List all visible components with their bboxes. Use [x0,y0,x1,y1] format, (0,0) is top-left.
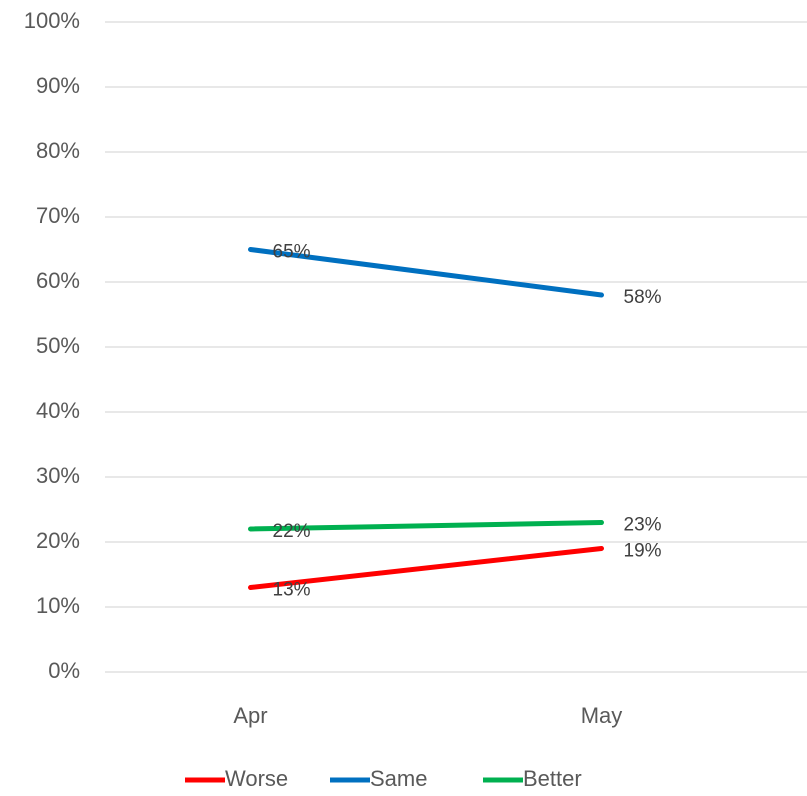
series-line [248,520,604,532]
y-tick-label: 100% [24,8,80,33]
y-tick-label: 50% [36,333,80,358]
series-line [248,546,604,590]
data-label: 65% [273,242,311,263]
legend-label: Better [523,766,582,791]
y-tick-label: 20% [36,528,80,553]
series-line [248,247,604,298]
data-label: 23% [624,515,662,536]
data-label: 19% [624,541,662,562]
y-tick-label: 90% [36,73,80,98]
y-tick-label: 60% [36,268,80,293]
y-tick-label: 70% [36,203,80,228]
legend-label: Worse [225,766,288,791]
data-label: 13% [273,580,311,601]
y-tick-label: 80% [36,138,80,163]
y-tick-label: 40% [36,398,80,423]
y-tick-label: 10% [36,593,80,618]
data-label: 58% [624,287,662,308]
x-tick-label: May [581,703,623,728]
x-tick-label: Apr [233,703,267,728]
y-tick-label: 30% [36,463,80,488]
data-label: 22% [273,521,311,542]
y-tick-label: 0% [48,658,80,683]
legend-label: Same [370,766,427,791]
